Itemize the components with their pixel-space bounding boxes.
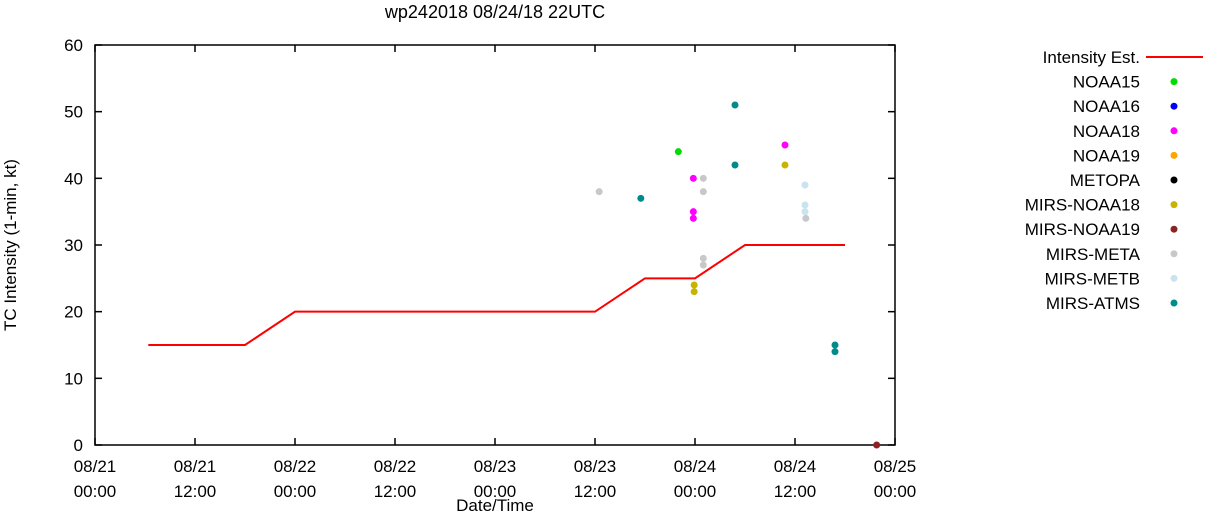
legend-marker-metopa: [1170, 176, 1178, 184]
plot-area: 08/21 00:00 08/21 12:00 08/22 00:00 08/22 12:00…: [64, 36, 916, 501]
y-tick-label: 20: [64, 303, 83, 322]
legend: Intensity Est. NOAA15 NOAA16 NOAA18 NOAA19 ME…: [1025, 48, 1203, 313]
x-tick-label-time: 00:00: [274, 482, 317, 501]
chart-title: wp242018 08/24/18 22UTC: [384, 2, 605, 22]
legend-label-mirs-metb: MIRS-METB: [1045, 269, 1140, 288]
y-tick-label: 50: [64, 103, 83, 122]
data-point-mirs-atms: [731, 101, 739, 109]
data-point-noaa18: [689, 174, 697, 182]
legend-marker-noaa18: [1170, 127, 1178, 135]
data-point-mirs-atms: [637, 194, 645, 202]
legend-label-noaa19: NOAA19: [1073, 146, 1140, 165]
y-tick-label: 0: [74, 436, 83, 455]
legend-label-noaa16: NOAA16: [1073, 97, 1140, 116]
legend-marker-mirs-atms: [1170, 299, 1178, 307]
legend-label-metopa: METOPA: [1070, 171, 1141, 190]
data-point-mirs-noaa18: [690, 281, 698, 289]
x-tick-label-time: 00:00: [474, 482, 517, 501]
x-tick-label-date: 08/25: [874, 457, 917, 476]
legend-marker-noaa16: [1170, 102, 1178, 110]
legend-marker-noaa15: [1170, 78, 1178, 86]
legend-label-mirs-noaa19: MIRS-NOAA19: [1025, 220, 1140, 239]
legend-marker-mirs-noaa19: [1170, 225, 1178, 233]
data-point-noaa15: [674, 148, 682, 156]
y-tick-label: 10: [64, 369, 83, 388]
x-tick-label-date: 08/22: [274, 457, 317, 476]
x-tick-label-time: 12:00: [774, 482, 817, 501]
data-point-mirs-noaa18: [690, 288, 698, 296]
legend-label-mirs-noaa18: MIRS-NOAA18: [1025, 196, 1140, 215]
x-tick-label-date: 08/22: [374, 457, 417, 476]
data-point-mirs-atms: [831, 348, 839, 356]
data-point-mirs-meta: [595, 188, 603, 196]
intensity-estimate-line: [148, 244, 845, 346]
legend-label-mirs-atms: MIRS-ATMS: [1046, 294, 1140, 313]
data-point-mirs-meta: [699, 174, 707, 182]
x-tick-label-date: 08/21: [74, 457, 117, 476]
x-tick-label-date: 08/24: [774, 457, 817, 476]
y-tick-label: 30: [64, 236, 83, 255]
x-tick-label-time: 00:00: [674, 482, 717, 501]
data-point-noaa18: [689, 214, 697, 222]
legend-marker-mirs-noaa18: [1170, 201, 1178, 209]
data-point-mirs-metb: [801, 201, 809, 209]
legend-marker-mirs-meta: [1170, 250, 1178, 258]
data-point-mirs-noaa19: [873, 441, 881, 449]
legend-label-mirs-meta: MIRS-META: [1046, 245, 1141, 264]
legend-marker-noaa19: [1170, 151, 1178, 159]
data-point-noaa18: [781, 141, 789, 149]
x-tick-label-time: 12:00: [174, 482, 217, 501]
y-axis-label: TC Intensity (1-min, kt): [1, 159, 20, 331]
legend-label-noaa15: NOAA15: [1073, 73, 1140, 92]
data-point-mirs-meta: [699, 254, 707, 262]
y-tick-label: 40: [64, 169, 83, 188]
data-point-mirs-atms: [731, 161, 739, 169]
data-point-mirs-meta: [699, 188, 707, 196]
x-tick-label-time: 12:00: [374, 482, 417, 501]
legend-label-intensity-est: Intensity Est.: [1043, 48, 1140, 67]
x-tick-label-date: 08/24: [674, 457, 717, 476]
data-point-mirs-atms: [831, 341, 839, 349]
legend-label-noaa18: NOAA18: [1073, 122, 1140, 141]
data-point-mirs-meta: [802, 214, 810, 222]
data-point-noaa18: [689, 208, 697, 216]
x-tick-label-time: 00:00: [74, 482, 117, 501]
data-point-mirs-metb: [801, 181, 809, 189]
x-tick-label-time: 12:00: [574, 482, 617, 501]
legend-marker-mirs-metb: [1170, 274, 1178, 282]
x-axis-label: Date/Time: [456, 496, 534, 515]
x-tick-label-date: 08/23: [574, 457, 617, 476]
data-point-mirs-metb: [801, 208, 809, 216]
y-tick-label: 60: [64, 36, 83, 55]
x-tick-label-date: 08/23: [474, 457, 517, 476]
data-point-mirs-meta: [699, 261, 707, 269]
x-tick-label-time: 00:00: [874, 482, 917, 501]
data-point-mirs-noaa18: [781, 161, 789, 169]
x-tick-label-date: 08/21: [174, 457, 217, 476]
